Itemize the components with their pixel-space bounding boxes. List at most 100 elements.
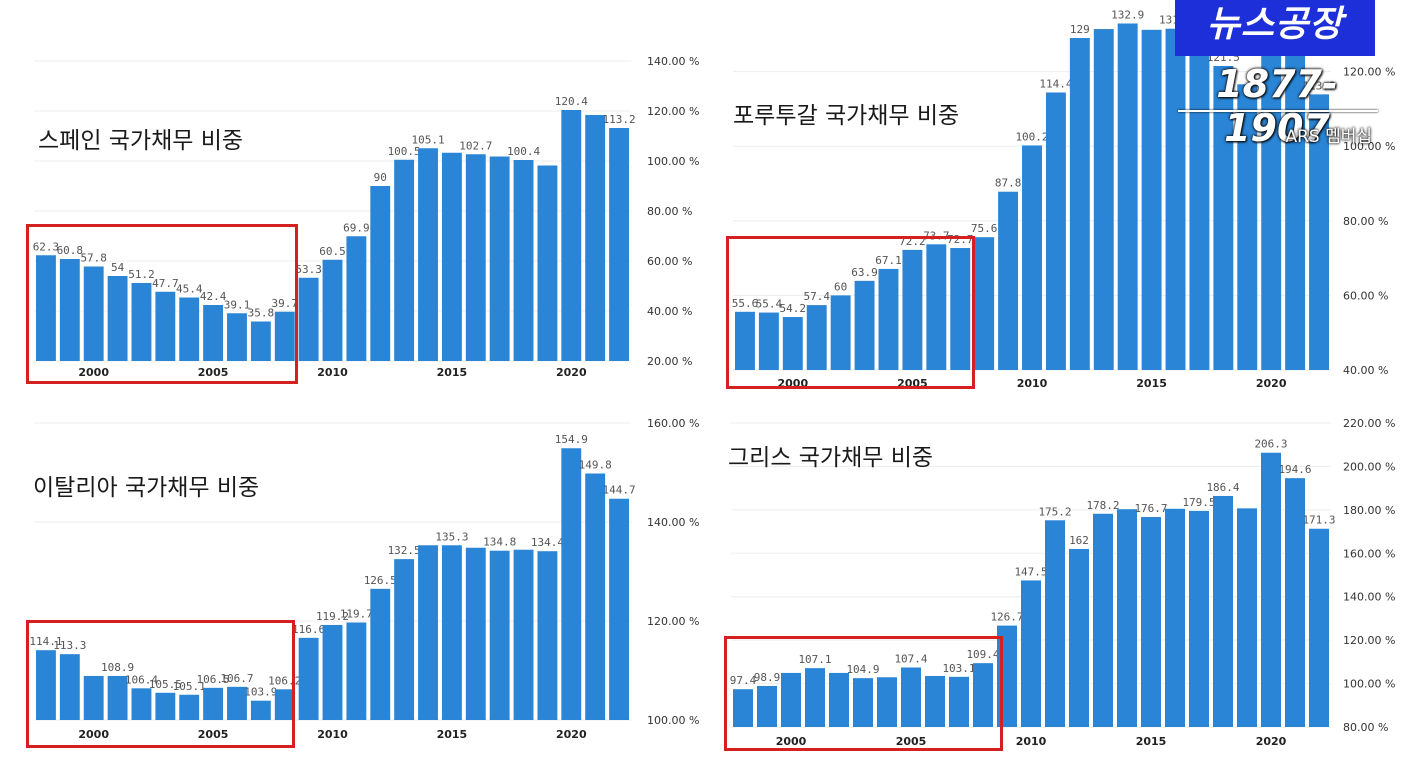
bar-2019: [1237, 508, 1257, 727]
y-tick-label: 100.00 %: [1343, 140, 1395, 153]
x-tick-label: 2015: [1136, 377, 1167, 390]
bar-2017: [489, 156, 510, 361]
bar-2003: [854, 280, 875, 370]
data-label-2008: 75.6: [971, 222, 998, 235]
x-tick-label: 2015: [437, 728, 468, 741]
chart-title-spain: 스페인 국가채무 비중: [38, 128, 244, 154]
bar-2002: [829, 672, 849, 727]
bar-2008: [274, 311, 295, 361]
data-label-2000: 57.8: [80, 252, 107, 265]
bar-2002: [131, 283, 152, 361]
data-label-2016: 102.7: [459, 139, 492, 152]
bar-2005: [203, 305, 224, 361]
bar-1998: [36, 255, 56, 361]
chart-spain: 20.00 % 40.00 % 60.00 % 80.00 % 100.00 % 120.…: [33, 55, 700, 379]
data-label-2012: 129: [1070, 23, 1090, 36]
bar-2000: [781, 672, 801, 727]
y-tick-label: 140.00 %: [647, 55, 699, 68]
highlight-box-spain: [26, 224, 298, 384]
bar-2016: [1165, 508, 1185, 727]
bar-2009: [298, 637, 319, 720]
y-tick-label: 160.00 %: [1343, 547, 1395, 560]
data-label-2009: 126.7: [990, 611, 1023, 624]
data-label-2017: 179.5: [1182, 496, 1215, 509]
bar-2007: [950, 248, 971, 370]
bar-2014: [1117, 509, 1137, 727]
bar-2004: [179, 694, 200, 720]
bar-2019: [1237, 84, 1258, 371]
y-tick-label: 200.00 %: [1343, 460, 1395, 473]
x-tick-label: 2010: [317, 366, 348, 379]
bar-2001: [107, 675, 128, 720]
data-label-2018: 100.4: [507, 145, 540, 158]
bar-2011: [1045, 92, 1066, 370]
data-label-2001: 108.9: [101, 661, 134, 674]
data-label-2011: 119.7: [340, 607, 373, 620]
bar-2006: [227, 686, 247, 720]
bar-2006: [926, 244, 947, 370]
highlight-box-italy: [26, 620, 295, 748]
y-tick-label: 120.00 %: [1343, 634, 1395, 647]
data-label-2014: 105.1: [411, 133, 444, 146]
y-tick-label: 40.00 %: [647, 305, 692, 318]
data-label-1998: 114.1: [29, 635, 62, 648]
bar-2011: [346, 622, 367, 720]
bar-2015: [441, 545, 462, 720]
data-label-1999: 98.9: [754, 671, 781, 684]
chart-title-greece: 그리스 국가채무 비중: [728, 445, 934, 471]
y-tick-label: 140.00 %: [1343, 591, 1395, 604]
bar-1998: [36, 650, 56, 720]
data-label-2020: 206.3: [1254, 438, 1287, 451]
data-label-2010: 60.5: [319, 245, 346, 258]
bar-2003: [155, 692, 176, 720]
bar-2014: [1117, 23, 1138, 370]
chart-panel-portugal: 40.00 % 60.00 % 80.00 % 100.00 % 120.00 % 55.…: [726, 1, 1395, 390]
y-tick-label: 160.00 %: [647, 417, 699, 430]
bar-2019: [537, 551, 558, 720]
data-label-2007: 103.1: [942, 662, 975, 675]
y-tick-label: 80.00 %: [1343, 721, 1388, 734]
bar-2018: [513, 549, 534, 720]
chart-panel-spain: 20.00 % 40.00 % 60.00 % 80.00 % 100.00 % 120.…: [0, 0, 705, 392]
data-label-2002: 106.4: [125, 673, 158, 686]
data-label-2022: 113.2: [602, 113, 635, 126]
bar-2005: [203, 687, 224, 720]
data-label-2011: 114.4: [1039, 77, 1072, 90]
bar-2006: [227, 313, 247, 361]
bar-2010: [322, 624, 343, 720]
x-tick-label: 2015: [1136, 735, 1167, 748]
data-label-2004: 67.1: [875, 254, 902, 267]
bar-2015: [1141, 517, 1161, 727]
bar-2021: [585, 115, 606, 361]
data-label-2000: 54.2: [780, 302, 807, 315]
data-label-2003: 47.7: [152, 277, 179, 290]
data-label-2010: 100.2: [1015, 130, 1048, 143]
y-tick-label: 120.00 %: [1343, 66, 1395, 79]
data-label-2002: 51.2: [128, 268, 155, 281]
bar-2020: [561, 448, 582, 720]
data-label-2013: 132.5: [388, 544, 421, 557]
bar-2019: [537, 165, 558, 361]
y-tick-label: 120.00 %: [647, 615, 699, 628]
data-label-2003: 104.9: [846, 663, 879, 676]
bar-2015: [1141, 29, 1162, 370]
bar-2017: [489, 550, 510, 720]
x-tick-label: 2005: [198, 366, 229, 379]
bar-2000: [83, 266, 104, 361]
data-label-2014: 132.9: [1111, 8, 1144, 21]
bar-2013: [394, 559, 415, 720]
data-label-2001: 54: [111, 261, 125, 274]
data-label-2021: 149.8: [579, 458, 612, 471]
highlight-box-portugal: [726, 236, 975, 389]
bar-2004: [878, 268, 899, 370]
bar-2001: [805, 668, 825, 727]
ars-membership-text: ARS 멤버십: [1285, 127, 1372, 147]
y-tick-label: 100.00 %: [1343, 678, 1395, 691]
bar-2022: [609, 128, 629, 361]
phone-number: 1877-1907: [1216, 62, 1338, 150]
highlight-box-greece: [724, 636, 1003, 751]
bar-2010: [322, 259, 343, 361]
bar-2013: [1093, 513, 1113, 727]
data-label-2003: 63.9: [851, 266, 878, 279]
